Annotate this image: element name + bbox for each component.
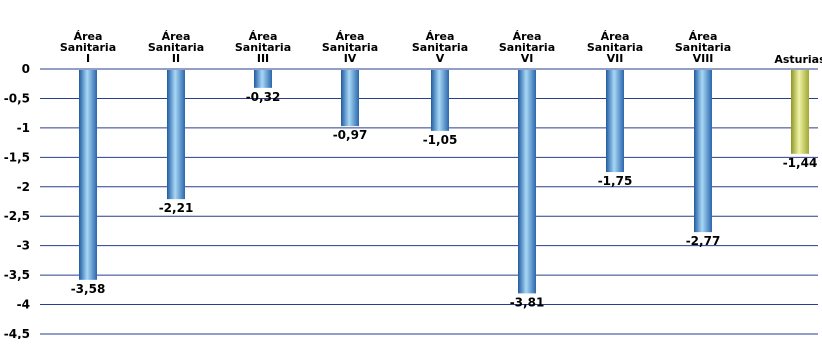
category-label: Área Sanitaria VIII <box>675 30 731 65</box>
category-label-line: Sanitaria <box>148 41 204 54</box>
category-label-line: Sanitaria <box>235 41 291 54</box>
value-label: -2,77 <box>686 234 721 248</box>
y-tick-label: -3 <box>17 239 30 253</box>
value-label: -3,58 <box>71 282 106 296</box>
category-label-line: Sanitaria <box>499 41 555 54</box>
category-label-line: Sanitaria <box>322 41 378 54</box>
category-label: Área Sanitaria IV <box>322 30 378 65</box>
bar <box>431 70 449 131</box>
category-label-line: Área <box>601 30 630 43</box>
category-label-line: III <box>257 52 269 65</box>
category-label-line: V <box>436 52 445 65</box>
y-tick-label: -1 <box>17 121 30 135</box>
category-label: Área Sanitaria VII <box>587 30 643 65</box>
value-label: -1,05 <box>423 133 458 147</box>
category-label-line: Asturias <box>774 53 822 66</box>
bars <box>79 70 809 294</box>
category-label-line: Área <box>689 30 718 43</box>
category-label-line: VIII <box>693 52 714 65</box>
category-label-line: VI <box>521 52 534 65</box>
category-label-line: II <box>172 52 180 65</box>
category-label: Área Sanitaria III <box>235 30 291 65</box>
y-tick-label: -4 <box>17 298 30 312</box>
value-label: -1,75 <box>598 174 633 188</box>
value-label: -1,44 <box>783 156 818 170</box>
category-label-line: Sanitaria <box>60 41 116 54</box>
category-label-line: Área <box>162 30 191 43</box>
category-label-line: Área <box>336 30 365 43</box>
bar <box>694 70 712 233</box>
category-label: Asturias <box>774 53 822 66</box>
value-label: -3,81 <box>510 295 545 309</box>
bar <box>79 70 97 280</box>
bar <box>606 70 624 173</box>
y-tick-label: -3,5 <box>4 268 30 282</box>
bar <box>791 70 809 154</box>
y-tick-label: -1,5 <box>4 150 30 164</box>
category-label: Área Sanitaria I <box>60 30 116 65</box>
category-label-line: Área <box>426 30 455 43</box>
value-label: -0,32 <box>246 90 281 104</box>
category-label-line: I <box>86 52 90 65</box>
category-label-line: Sanitaria <box>675 41 731 54</box>
bar <box>341 70 359 127</box>
y-tick-label: -2,5 <box>4 209 30 223</box>
category-label-line: Sanitaria <box>412 41 468 54</box>
y-tick-label: -0,5 <box>4 91 30 105</box>
category-label-line: Sanitaria <box>587 41 643 54</box>
value-label: -2,21 <box>159 201 194 215</box>
value-labels: -3,58 -2,21 -0,32 -0,97 -1,05 -3,81 -1,75 -2,77… <box>71 90 818 310</box>
category-label: Área Sanitaria II <box>148 30 204 65</box>
category-label-line: Área <box>249 30 278 43</box>
category-label: Área Sanitaria V <box>412 30 468 65</box>
category-label-line: Área <box>74 30 103 43</box>
y-tick-label: -4,5 <box>4 327 30 339</box>
category-label-line: Área <box>513 30 542 43</box>
value-label: -0,97 <box>333 128 368 142</box>
category-label: Área Sanitaria VI <box>499 30 555 65</box>
category-label-line: VII <box>607 52 624 65</box>
bar <box>167 70 185 200</box>
bar <box>254 70 272 88</box>
bar <box>518 70 536 294</box>
y-tick-label: -2 <box>17 180 30 194</box>
y-tick-label: 0 <box>22 62 30 76</box>
category-label-line: IV <box>344 52 357 65</box>
y-axis-ticks: 0 -0,5 -1 -1,5 -2 -2,5 -3 -3,5 -4 -4,5 <box>4 62 30 341</box>
